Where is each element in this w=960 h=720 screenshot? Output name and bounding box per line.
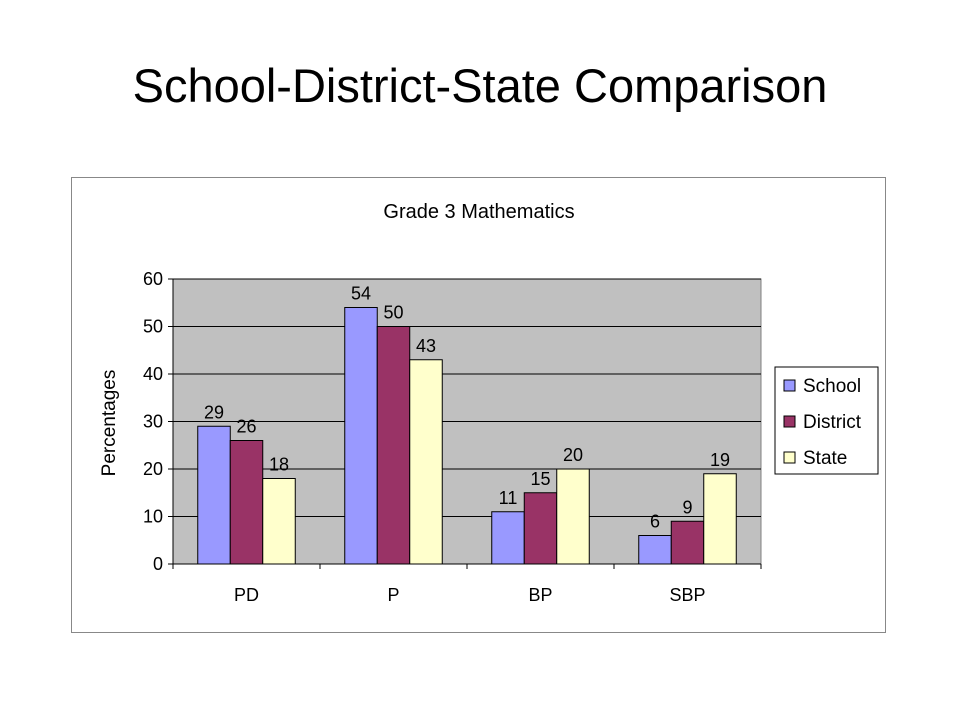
chart-frame: Grade 3 Mathematics 29 26 18 54 50 43 11 15 20 6 9… <box>71 177 886 633</box>
data-label: 50 <box>383 303 403 323</box>
bar-district-p <box>376 326 411 565</box>
x-category-label: PD <box>234 585 259 605</box>
y-tick-label: 20 <box>143 459 163 479</box>
data-label: 43 <box>416 336 436 356</box>
y-tick-label: 0 <box>153 554 163 574</box>
x-axis-ticks: PD P BP SBP <box>172 564 762 605</box>
bar-school-bp <box>491 511 525 565</box>
data-label: 11 <box>499 488 518 508</box>
bar-chart: Grade 3 Mathematics 29 26 18 54 50 43 11 15 20 6 9… <box>99 201 879 605</box>
bar-school-p <box>344 307 378 565</box>
y-tick-label: 10 <box>143 507 163 527</box>
bar-district-pd <box>229 440 264 565</box>
x-category-label: P <box>387 585 399 605</box>
bar-state-p <box>409 359 443 565</box>
x-category-label: SBP <box>669 585 705 605</box>
bar-district-sbp <box>670 520 705 565</box>
data-label: 6 <box>650 512 660 532</box>
data-label: 29 <box>204 402 224 422</box>
legend-label: State <box>803 448 847 469</box>
legend-swatch <box>783 379 796 392</box>
bar-district-bp <box>523 492 558 565</box>
bar-state-pd <box>262 478 296 565</box>
y-tick-label: 30 <box>143 412 163 432</box>
bar-school-sbp <box>638 535 672 565</box>
data-label: 15 <box>530 469 550 489</box>
bar-state-sbp <box>703 473 737 565</box>
data-label: 26 <box>236 417 256 437</box>
y-axis-label: Percentages <box>99 370 120 477</box>
bar-school-pd <box>197 425 231 565</box>
data-label: 20 <box>563 445 583 465</box>
y-tick-label: 40 <box>143 364 163 384</box>
y-tick-label: 50 <box>143 317 163 337</box>
bar-state-bp <box>556 468 590 565</box>
y-axis-ticks: 0 10 20 30 40 50 60 <box>143 269 173 574</box>
legend-swatch <box>783 451 796 464</box>
bars <box>197 307 737 565</box>
data-label: 9 <box>682 497 692 517</box>
data-label: 19 <box>710 450 730 470</box>
data-label: 18 <box>269 455 289 475</box>
legend-swatch <box>783 415 796 428</box>
y-tick-label: 60 <box>143 269 163 289</box>
x-category-label: BP <box>528 585 552 605</box>
legend-label: School <box>803 376 861 397</box>
chart-title: Grade 3 Mathematics <box>383 201 574 223</box>
legend-label: District <box>803 412 862 433</box>
value-labels: 29 26 18 54 50 43 11 15 20 6 9 19 <box>204 284 730 532</box>
legend: School District State <box>774 366 879 475</box>
data-label: 54 <box>351 284 371 304</box>
slide-title: School-District-State Comparison <box>132 59 828 112</box>
